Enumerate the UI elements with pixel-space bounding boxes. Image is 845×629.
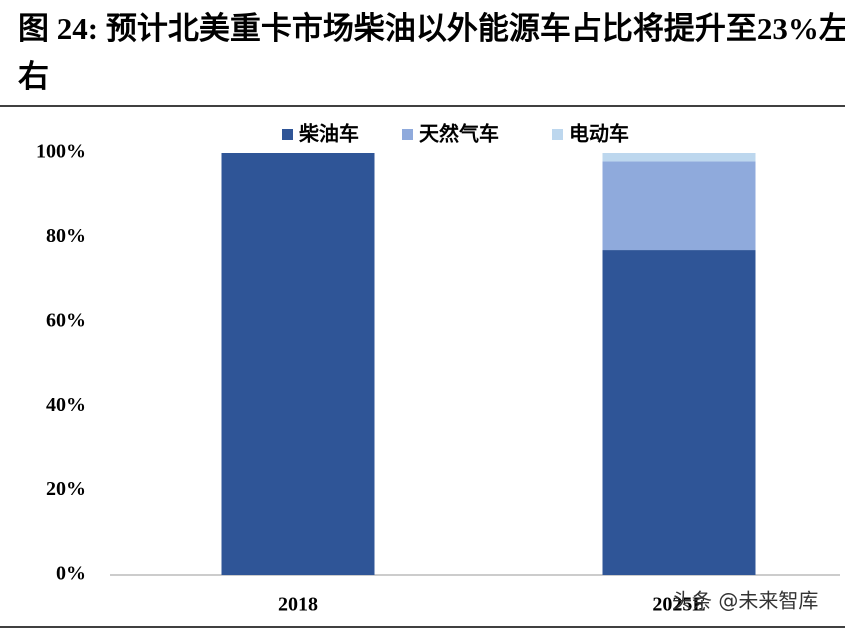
y-tick-label: 20% [46, 478, 86, 500]
y-tick-label: 40% [46, 394, 86, 416]
x-tick-label: 2018 [278, 594, 318, 616]
chart-title: 图 24: 预计北美重卡市场柴油以外能源车占比将提升至23%左 [18, 11, 845, 46]
x-tick-label: 2025E [652, 594, 705, 616]
legend-label: 电动车 [569, 122, 629, 146]
chart-title-cont: 右 [18, 59, 49, 94]
legend-swatch [552, 129, 563, 140]
bar-segment [602, 250, 756, 575]
legend-swatch [282, 129, 293, 140]
legend-label: 天然气车 [419, 122, 499, 146]
watermark: 头条 @未来智库 [672, 589, 818, 613]
legend-label: 柴油车 [298, 122, 359, 146]
y-tick-label: 80% [46, 225, 86, 247]
y-tick-label: 60% [46, 309, 86, 331]
y-tick-label: 0% [56, 563, 86, 585]
y-tick-label: 100% [36, 141, 86, 163]
bar-segment [602, 153, 756, 162]
bar-segment [602, 161, 756, 251]
bar-segment [221, 153, 375, 575]
legend-swatch [402, 129, 413, 140]
